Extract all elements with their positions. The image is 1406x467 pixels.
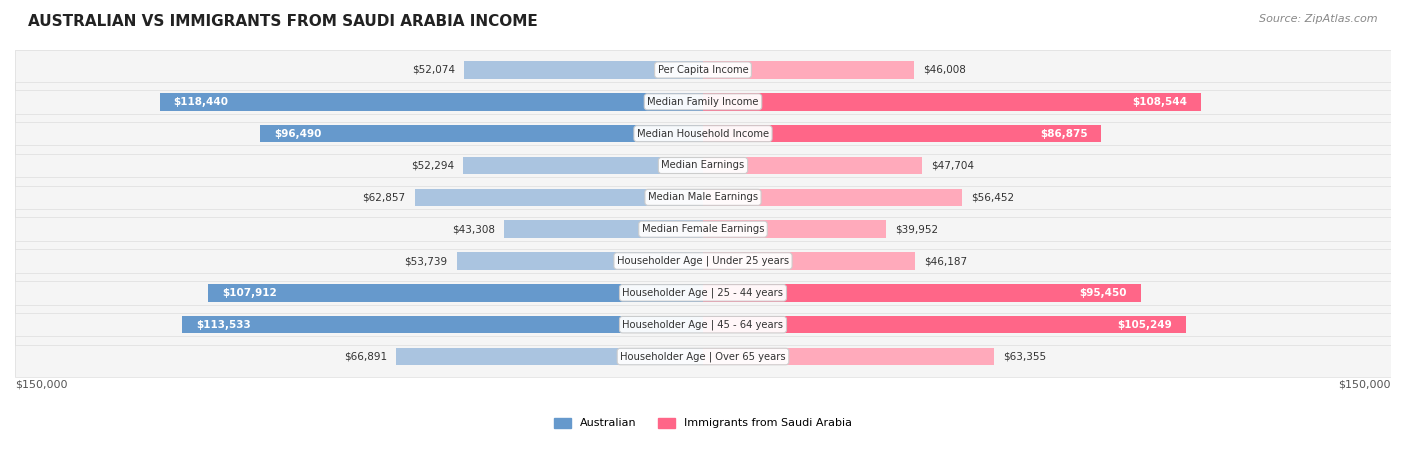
Bar <box>703 348 994 365</box>
Text: $113,533: $113,533 <box>195 320 250 330</box>
Text: $53,739: $53,739 <box>404 256 447 266</box>
Legend: Australian, Immigrants from Saudi Arabia: Australian, Immigrants from Saudi Arabia <box>550 413 856 433</box>
Text: $39,952: $39,952 <box>896 224 939 234</box>
Bar <box>160 93 703 111</box>
Text: $62,857: $62,857 <box>363 192 405 202</box>
Bar <box>15 113 1391 154</box>
Bar <box>15 241 1391 281</box>
Bar <box>15 113 1391 154</box>
Bar <box>15 50 1391 90</box>
Text: $107,912: $107,912 <box>222 288 277 298</box>
Bar <box>15 177 1391 218</box>
Bar <box>15 82 1391 122</box>
Text: $52,294: $52,294 <box>411 161 454 170</box>
Text: $56,452: $56,452 <box>972 192 1014 202</box>
Text: Householder Age | Over 65 years: Householder Age | Over 65 years <box>620 351 786 362</box>
Bar <box>703 220 886 238</box>
Bar <box>15 304 1391 345</box>
Bar <box>415 189 703 206</box>
Bar <box>396 348 703 365</box>
Text: Median Household Income: Median Household Income <box>637 128 769 139</box>
Text: $95,450: $95,450 <box>1080 288 1128 298</box>
Text: Per Capita Income: Per Capita Income <box>658 65 748 75</box>
Text: $66,891: $66,891 <box>344 352 387 361</box>
Text: Source: ZipAtlas.com: Source: ZipAtlas.com <box>1260 14 1378 24</box>
Text: $108,544: $108,544 <box>1132 97 1187 107</box>
Bar <box>15 50 1391 90</box>
Text: Householder Age | 45 - 64 years: Householder Age | 45 - 64 years <box>623 319 783 330</box>
Bar <box>15 273 1391 313</box>
Bar <box>703 125 1101 142</box>
Bar <box>457 252 703 270</box>
Text: Householder Age | Under 25 years: Householder Age | Under 25 years <box>617 256 789 266</box>
Bar <box>183 316 703 333</box>
Text: $63,355: $63,355 <box>1002 352 1046 361</box>
Text: $46,187: $46,187 <box>924 256 967 266</box>
Text: $118,440: $118,440 <box>173 97 229 107</box>
Text: $86,875: $86,875 <box>1040 128 1088 139</box>
Bar <box>703 61 914 79</box>
Text: Median Male Earnings: Median Male Earnings <box>648 192 758 202</box>
Bar <box>505 220 703 238</box>
Bar <box>463 157 703 174</box>
Bar <box>15 145 1391 186</box>
Bar <box>703 93 1201 111</box>
Text: $47,704: $47,704 <box>931 161 974 170</box>
Text: $150,000: $150,000 <box>15 380 67 389</box>
Bar <box>15 209 1391 249</box>
Bar <box>15 304 1391 345</box>
Bar <box>260 125 703 142</box>
Bar <box>15 336 1391 377</box>
Bar <box>15 336 1391 377</box>
Text: AUSTRALIAN VS IMMIGRANTS FROM SAUDI ARABIA INCOME: AUSTRALIAN VS IMMIGRANTS FROM SAUDI ARAB… <box>28 14 538 29</box>
Text: Median Family Income: Median Family Income <box>647 97 759 107</box>
Bar <box>703 157 922 174</box>
Bar <box>15 82 1391 122</box>
Bar <box>15 145 1391 186</box>
Bar <box>464 61 703 79</box>
Bar <box>703 189 962 206</box>
Bar <box>15 241 1391 281</box>
Text: $96,490: $96,490 <box>274 128 322 139</box>
Text: $150,000: $150,000 <box>1339 380 1391 389</box>
Bar <box>703 284 1140 302</box>
Bar <box>703 252 915 270</box>
Text: $43,308: $43,308 <box>453 224 495 234</box>
Text: $52,074: $52,074 <box>412 65 456 75</box>
Bar <box>703 316 1185 333</box>
Bar <box>15 209 1391 249</box>
Text: Householder Age | 25 - 44 years: Householder Age | 25 - 44 years <box>623 288 783 298</box>
Bar <box>15 273 1391 313</box>
Text: $105,249: $105,249 <box>1118 320 1173 330</box>
Text: $46,008: $46,008 <box>924 65 966 75</box>
Bar <box>208 284 703 302</box>
Text: Median Female Earnings: Median Female Earnings <box>641 224 765 234</box>
Bar <box>15 177 1391 218</box>
Text: Median Earnings: Median Earnings <box>661 161 745 170</box>
